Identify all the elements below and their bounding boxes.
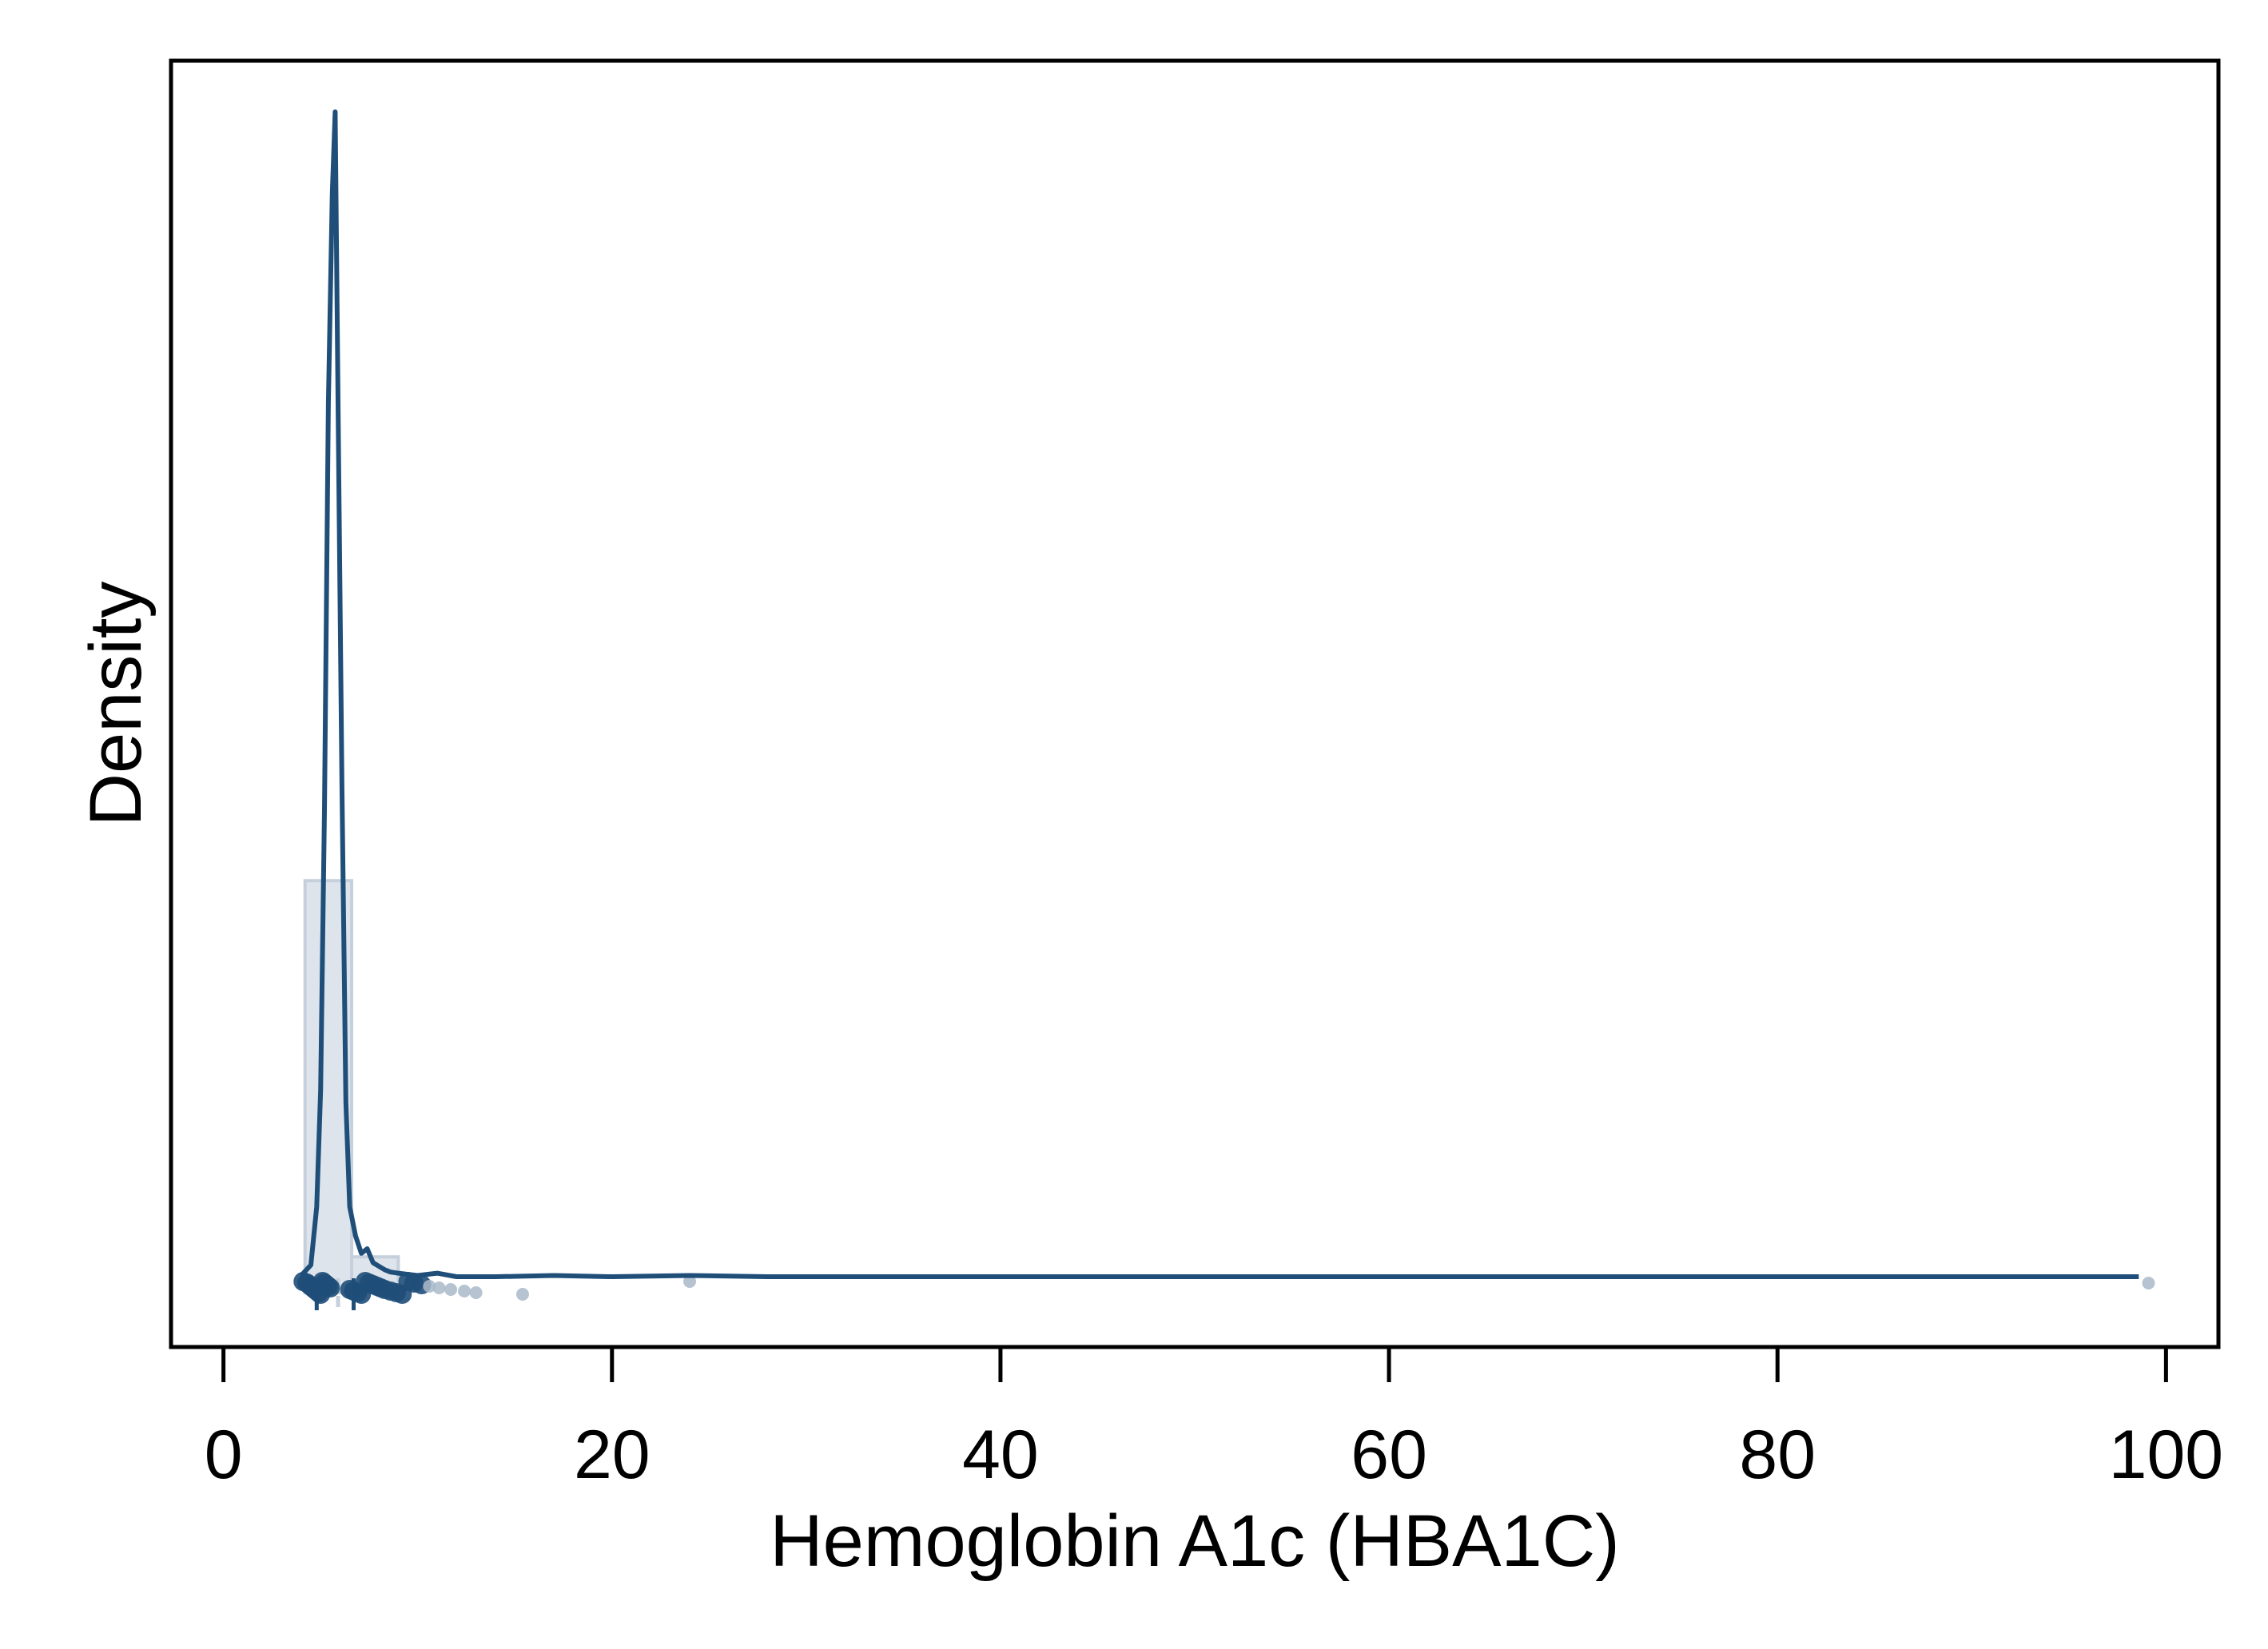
- x-tick-label: 80: [1739, 1417, 1816, 1493]
- rug-point: [2142, 1277, 2155, 1289]
- rug-point: [320, 1278, 340, 1297]
- kde-line: [299, 109, 2139, 1279]
- rug-point: [515, 1288, 529, 1301]
- x-tick-label: 60: [1351, 1417, 1427, 1493]
- rug-point: [458, 1285, 472, 1297]
- rug-point: [683, 1275, 697, 1288]
- rug-point: [469, 1286, 483, 1299]
- rug-points-layer: [293, 1272, 2155, 1304]
- kde-layer: [299, 109, 2139, 1279]
- rug-point: [432, 1281, 446, 1294]
- x-tick-label: 20: [574, 1417, 651, 1493]
- plot-frame: [169, 58, 2221, 1349]
- x-axis: 0 20 40 60 80 100: [205, 1349, 2223, 1493]
- x-tick-label: 100: [2109, 1417, 2224, 1493]
- x-tick-label: 40: [962, 1417, 1039, 1493]
- x-tick-label: 0: [205, 1417, 243, 1493]
- y-axis-title: Density: [75, 582, 157, 827]
- rug-point: [444, 1283, 458, 1296]
- rug-point: [423, 1280, 436, 1293]
- x-axis-title: Hemoglobin A1c (HBA1C): [770, 1500, 1620, 1582]
